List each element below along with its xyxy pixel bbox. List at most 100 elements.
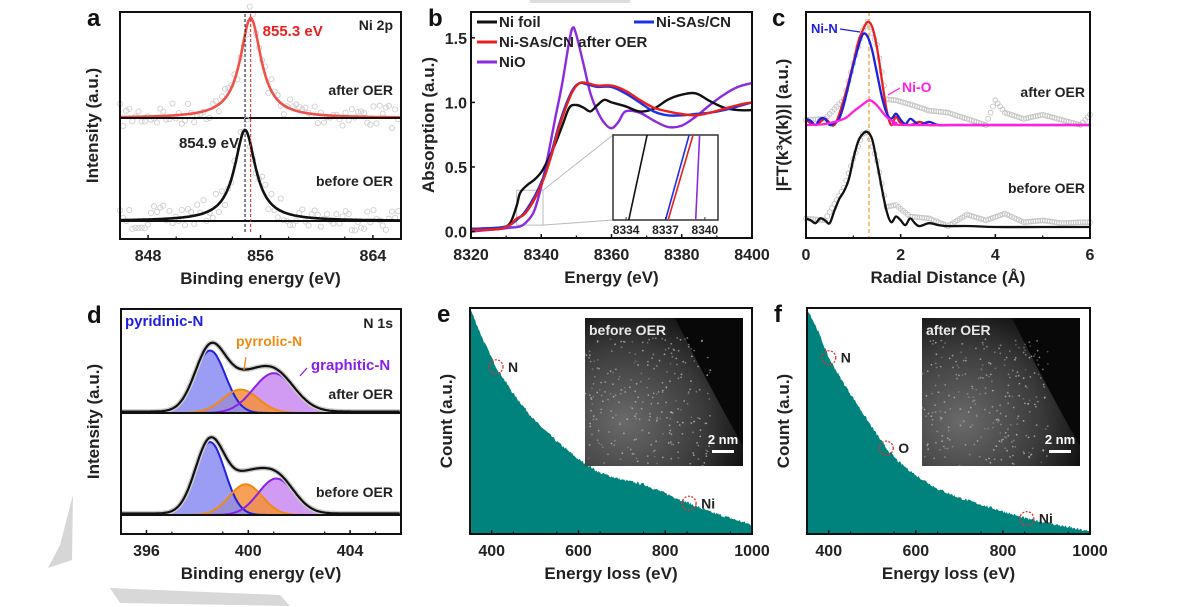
image-atom-dot bbox=[1023, 346, 1025, 349]
x-tick-label: 8320 bbox=[453, 247, 489, 264]
image-atom-dot bbox=[590, 409, 592, 412]
image-atom-dot bbox=[1011, 441, 1013, 443]
image-atom-dot bbox=[656, 416, 659, 419]
series-label-before: before OER bbox=[316, 173, 393, 189]
image-atom-dot bbox=[641, 401, 644, 403]
image-atom-dot bbox=[672, 443, 675, 446]
x-tick-label: 400 bbox=[478, 543, 505, 560]
image-atom-dot bbox=[1037, 373, 1040, 376]
raw-data-point bbox=[218, 93, 226, 100]
image-atom-dot bbox=[1029, 345, 1032, 347]
image-atom-dot bbox=[690, 422, 693, 424]
raw-data-point bbox=[302, 104, 309, 111]
image-atom-dot bbox=[1004, 447, 1007, 449]
image-atom-dot bbox=[601, 400, 604, 403]
raw-data-point bbox=[342, 208, 349, 215]
image-atom-dot bbox=[635, 417, 637, 420]
image-atom-dot bbox=[690, 422, 693, 425]
image-atom-dot bbox=[690, 355, 693, 358]
image-atom-dot bbox=[684, 338, 686, 341]
panel-letter: b bbox=[428, 5, 443, 32]
raw-data-point bbox=[314, 211, 321, 218]
image-atom-dot bbox=[590, 396, 592, 399]
raw-data-point bbox=[311, 207, 318, 214]
series-line-ni-sas-cn-after-oer bbox=[470, 81, 753, 232]
image-atom-dot bbox=[690, 380, 692, 382]
raw-data-point bbox=[268, 76, 275, 83]
raw-data-point bbox=[259, 173, 266, 180]
raw-data-point bbox=[317, 223, 324, 230]
edge-marker-label: O bbox=[898, 440, 909, 456]
image-atom-dot bbox=[981, 364, 984, 367]
image-atom-dot bbox=[648, 412, 651, 415]
image-atom-dot bbox=[991, 405, 994, 408]
image-atom-dot bbox=[629, 448, 632, 451]
image-atom-dot bbox=[975, 388, 978, 391]
image-atom-dot bbox=[977, 377, 980, 380]
image-atom-dot bbox=[597, 429, 600, 432]
raw-data-point bbox=[358, 108, 365, 115]
image-atom-dot bbox=[690, 348, 693, 350]
image-atom-dot bbox=[1043, 386, 1045, 388]
image-atom-dot bbox=[980, 368, 983, 371]
image-atom-dot bbox=[995, 419, 998, 421]
image-atom-dot bbox=[1033, 403, 1036, 406]
image-atom-dot bbox=[618, 375, 621, 378]
x-tick-label: 0 bbox=[802, 247, 811, 264]
image-atom-dot bbox=[634, 400, 637, 403]
raw-data-point bbox=[120, 122, 127, 129]
image-atom-dot bbox=[677, 441, 680, 444]
image-atom-dot bbox=[1008, 350, 1011, 352]
image-atom-dot bbox=[1023, 452, 1025, 455]
image-atom-dot bbox=[680, 376, 682, 379]
raw-data-point bbox=[135, 108, 142, 115]
image-atom-dot bbox=[606, 372, 609, 375]
image-atom-dot bbox=[944, 342, 947, 344]
image-atom-dot bbox=[955, 360, 957, 363]
image-atom-dot bbox=[953, 396, 956, 399]
image-atom-dot bbox=[638, 418, 641, 421]
image-atom-dot bbox=[1004, 431, 1007, 434]
image-atom-dot bbox=[687, 343, 690, 346]
image-atom-dot bbox=[607, 398, 609, 401]
image-atom-dot bbox=[1005, 356, 1008, 359]
image-atom-dot bbox=[1011, 395, 1014, 398]
raw-data-point bbox=[324, 211, 331, 218]
raw-data-point bbox=[342, 109, 349, 116]
image-atom-dot bbox=[651, 357, 653, 359]
series-label-after: after OER bbox=[1020, 84, 1085, 100]
raw-data-point bbox=[392, 106, 399, 113]
raw-data-point bbox=[351, 227, 358, 234]
fit-curve-after-oer bbox=[120, 16, 400, 119]
legend-label: NiO bbox=[499, 54, 526, 71]
image-atom-dot bbox=[1027, 402, 1030, 405]
inset-line bbox=[627, 134, 648, 221]
image-atom-dot bbox=[1022, 377, 1025, 380]
image-atom-dot bbox=[705, 452, 708, 455]
image-atom-dot bbox=[681, 432, 684, 435]
image-atom-dot bbox=[634, 360, 637, 363]
image-atom-dot bbox=[671, 412, 674, 414]
image-atom-dot bbox=[709, 414, 711, 417]
raw-data-point bbox=[345, 210, 352, 217]
image-atom-dot bbox=[1024, 343, 1026, 346]
image-atom-dot bbox=[589, 354, 591, 356]
image-atom-dot bbox=[652, 450, 654, 453]
image-atom-dot bbox=[947, 429, 950, 432]
image-atom-dot bbox=[939, 418, 942, 421]
image-atom-dot bbox=[584, 352, 586, 355]
legend-label: Ni foil bbox=[499, 14, 541, 31]
image-atom-dot bbox=[635, 383, 638, 385]
image-atom-dot bbox=[591, 433, 593, 436]
raw-data-point bbox=[129, 225, 136, 232]
series-line-before-oer-fit bbox=[805, 130, 1090, 229]
x-tick-label: 856 bbox=[247, 248, 274, 265]
x-tick-label: 1000 bbox=[734, 543, 770, 560]
image-atom-dot bbox=[1047, 362, 1049, 365]
image-atom-dot bbox=[989, 362, 992, 365]
image-atom-dot bbox=[985, 458, 987, 461]
raw-data-point bbox=[126, 206, 133, 214]
image-atom-dot bbox=[1008, 395, 1011, 397]
fit-curve-before-oer bbox=[120, 128, 400, 222]
image-atom-dot bbox=[1009, 456, 1011, 458]
